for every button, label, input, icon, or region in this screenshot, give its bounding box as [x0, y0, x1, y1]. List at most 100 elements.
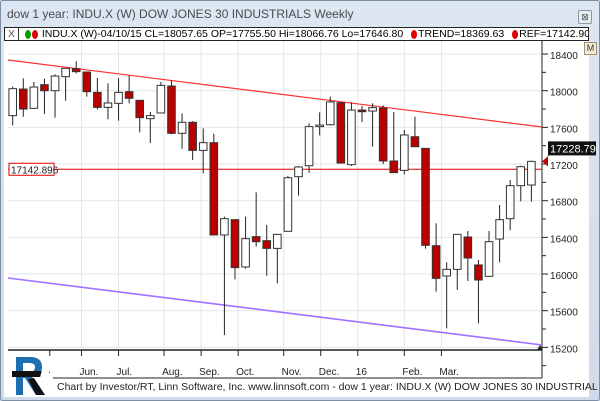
candle-body — [368, 107, 377, 112]
candle — [209, 133, 219, 236]
x-tick-label: Feb. — [402, 367, 422, 378]
candle — [50, 74, 60, 118]
candle-body — [431, 245, 441, 279]
candle-body — [40, 84, 49, 92]
ref-value: REF=17142.90 — [519, 28, 589, 41]
candle-body — [357, 109, 367, 113]
candle-body — [463, 236, 473, 259]
candle — [442, 262, 451, 329]
candle-body — [61, 67, 70, 78]
candle-body — [124, 91, 134, 99]
candle — [167, 80, 176, 135]
trend-dot-icon — [411, 29, 418, 39]
candle — [93, 78, 102, 110]
ref-label-box — [8, 162, 55, 176]
symbol-info: INDU.X (W)-04/10/15 CL=18057.65 OP=17755… — [41, 28, 404, 41]
candle — [304, 123, 314, 173]
x-tick-label: Nov. — [282, 367, 302, 378]
candle — [40, 78, 49, 114]
x-tick-label: Jun. — [80, 367, 99, 378]
candle — [315, 112, 324, 136]
candle-body — [325, 101, 335, 126]
candle-body — [93, 91, 102, 108]
candle — [389, 111, 399, 174]
candle-body — [273, 233, 282, 249]
trend-value: TREND=18369.63 — [418, 28, 505, 41]
candle — [495, 205, 504, 263]
candle-body — [304, 126, 314, 167]
candle — [347, 102, 356, 166]
ref-dot-icon — [512, 29, 519, 39]
x-tick-label: Aug. — [162, 367, 183, 378]
footer-credit: Chart by Investor/RT, Linn Software, Inc… — [57, 381, 598, 393]
candle-body — [294, 166, 303, 178]
scroll-end-marker — [537, 345, 543, 350]
candle-body — [452, 233, 462, 270]
candle-body — [188, 121, 197, 151]
candle-body — [505, 185, 515, 220]
info-bar: X INDU.X (W)-04/10/15 CL=18057.65 OP=177… — [4, 27, 589, 41]
candle-body — [71, 68, 81, 73]
candle — [124, 75, 134, 104]
candle-body — [516, 166, 526, 187]
candle-body — [283, 177, 293, 232]
candle-body — [103, 102, 113, 108]
window-title: dow 1 year: INDU.X (W) DOW JONES 30 INDU… — [7, 7, 354, 21]
chart-panel — [4, 27, 589, 397]
investor-rt-logo — [12, 357, 45, 395]
candle — [241, 216, 250, 269]
candle-body — [336, 102, 346, 164]
candle — [452, 233, 462, 290]
candle-body — [474, 264, 483, 281]
candle — [368, 103, 377, 147]
last-price-box — [548, 141, 596, 156]
y-tick-label: 17200 — [550, 161, 578, 172]
candle — [516, 165, 526, 202]
candle — [294, 165, 303, 196]
m-button[interactable]: M — [584, 42, 597, 55]
close-icon[interactable]: ⊠ — [578, 10, 592, 24]
candle-body — [410, 136, 420, 148]
x-tick-label: Dec. — [319, 367, 340, 378]
candle-body — [378, 107, 388, 162]
candle-body — [209, 142, 219, 236]
y-tick-label: 18400 — [550, 51, 578, 62]
candle-body — [177, 121, 187, 134]
candle-body — [495, 219, 504, 240]
candle-body — [146, 115, 155, 120]
candle — [357, 106, 367, 123]
x-tick-label: Sep. — [199, 367, 220, 378]
last-price-marker — [542, 156, 548, 167]
candle — [18, 78, 28, 117]
candle — [146, 111, 155, 144]
y-tick-label: 16000 — [550, 271, 578, 282]
candle-body — [167, 85, 176, 134]
candle — [262, 224, 272, 276]
x-tick-label: Jul. — [117, 367, 133, 378]
candle-body — [484, 241, 494, 277]
candle — [431, 223, 441, 292]
last-price-label: 17228.79 — [550, 143, 596, 155]
candle — [114, 78, 123, 121]
candle-body — [8, 88, 17, 117]
candle — [505, 179, 515, 231]
x-tick-label: 16 — [356, 367, 368, 378]
candle-body — [347, 109, 356, 166]
candle — [29, 81, 39, 110]
infobar-close-button[interactable]: X — [5, 28, 20, 40]
candle-body — [198, 142, 208, 151]
candle — [400, 130, 409, 175]
candle-body — [18, 88, 28, 110]
candle — [527, 160, 536, 202]
candle — [273, 233, 282, 284]
candle — [474, 260, 483, 324]
candle-body — [262, 240, 272, 249]
candle — [251, 192, 261, 247]
candle-body — [135, 99, 145, 119]
candle-body — [251, 236, 261, 243]
y-tick-label: 17600 — [550, 124, 578, 135]
candle — [220, 216, 229, 336]
red-dot-icon — [31, 29, 38, 39]
candle — [336, 101, 346, 164]
